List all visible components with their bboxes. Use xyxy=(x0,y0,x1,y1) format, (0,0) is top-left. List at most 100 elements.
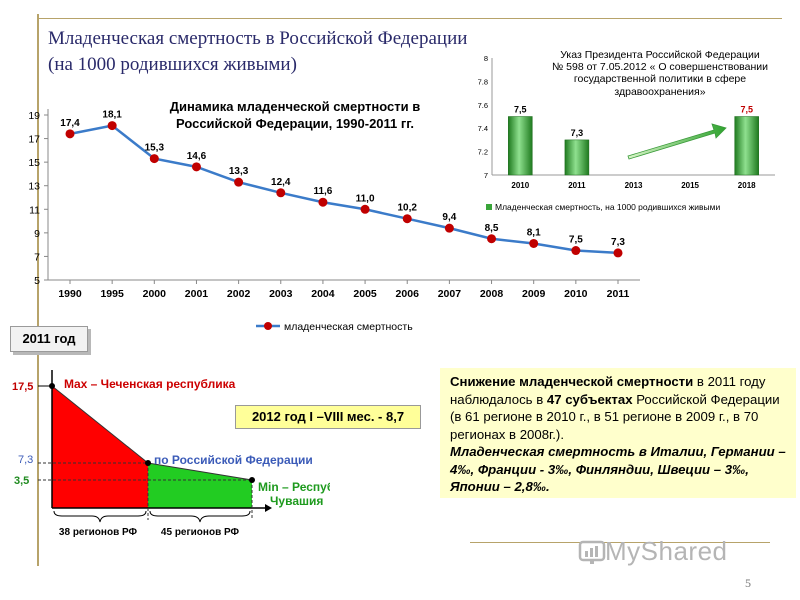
legend-marker-swatch xyxy=(264,322,272,330)
top-rule xyxy=(37,18,782,19)
trend-arrow-icon xyxy=(627,123,727,160)
summary-textbox: Снижение младенческой смертности в 2011 … xyxy=(440,368,796,498)
data-point xyxy=(444,223,454,233)
data-label: 11,0 xyxy=(356,193,375,204)
legend-label: младенческая смертность xyxy=(284,321,413,333)
data-label: 7,3 xyxy=(611,237,625,248)
data-label: 15,3 xyxy=(145,143,165,154)
x-tick-label: 2009 xyxy=(522,288,546,300)
regional-diagram: 17,5 7,3 3,5 Max – Чеченская республика … xyxy=(12,370,330,538)
year-2011-tag: 2011 год xyxy=(10,326,88,352)
line-chart-x-axis: 1990 1995 2000 2001 2002 2003 2004 2005 2006 2007… xyxy=(58,288,629,300)
data-point xyxy=(149,154,159,164)
data-point xyxy=(571,246,581,256)
region-red-area xyxy=(52,386,148,508)
bar-x-tick-label: 2011 xyxy=(568,181,586,190)
summary-paragraph-1: Снижение младенческой смертности в 2011 … xyxy=(450,373,786,443)
slide-title-line2: (на 1000 родившихся живыми) xyxy=(48,54,297,75)
summary-paragraph-2: Младенческая смертность в Италии, Герман… xyxy=(450,443,786,496)
line-chart-y-axis: 5 7 9 11 13 15 17 19 xyxy=(28,110,40,287)
bar-chart-title-line1: Указ Президента Российской Федерации xyxy=(560,49,760,61)
data-label: 10,2 xyxy=(397,203,417,214)
x-tick-label: 2011 xyxy=(607,288,630,300)
bar-value-label: 7,5 xyxy=(514,105,527,115)
data-label: 17,4 xyxy=(60,118,80,129)
x-tick-label: 2005 xyxy=(353,288,377,300)
data-point xyxy=(191,162,201,172)
series-line xyxy=(69,124,619,255)
x-tick-label: 2002 xyxy=(227,288,251,300)
bar-value-label: 7,3 xyxy=(571,128,584,138)
bottom-rule xyxy=(470,542,770,543)
min-label-line2: Чувашия xyxy=(270,494,323,508)
curve-segment-2 xyxy=(147,462,253,481)
line-chart-title-line1: Динамика младенческой смертности в xyxy=(170,99,420,114)
brace-left xyxy=(53,510,147,523)
bar xyxy=(734,116,759,176)
bar-label-bg xyxy=(505,103,536,115)
max-label: Max – Чеченская республика xyxy=(64,377,236,391)
data-point xyxy=(487,234,497,244)
summary-p1-bold: Снижение младенческой смертности xyxy=(450,374,694,389)
bar-y-tick-label: 7.2 xyxy=(478,148,488,157)
x-tick-label: 2003 xyxy=(269,288,293,300)
slide-title-line1: Младенческая смертность в Российской Фед… xyxy=(48,28,468,49)
data-label: 8,5 xyxy=(485,223,499,234)
data-label: 14,6 xyxy=(187,151,207,162)
data-label: 18,1 xyxy=(102,110,122,121)
bar-x-tick-label: 2018 xyxy=(738,181,756,190)
data-label: 13,3 xyxy=(229,166,249,177)
x-axis-arrow-icon xyxy=(265,504,272,512)
bar-x-tick-label: 2010 xyxy=(511,181,529,190)
y-tick-label: 11 xyxy=(29,204,40,216)
label-7-3: 7,3 xyxy=(18,454,33,466)
x-tick-label: 1990 xyxy=(58,288,82,300)
region-green-area xyxy=(148,463,252,508)
summary-p1-bold2: 47 субъектах xyxy=(546,391,633,407)
x-tick-label: 2010 xyxy=(564,288,588,300)
data-point xyxy=(276,188,286,198)
watermark-text: MyShared xyxy=(605,536,728,566)
slide-title: Младенческая смертность в Российской Фед… xyxy=(48,26,478,78)
line-chart-series xyxy=(65,121,623,258)
y-tick-label: 15 xyxy=(28,157,40,169)
bar-label-bg xyxy=(731,103,762,115)
summary-p1-b: Российской Федерации (в 61 регионе в 201… xyxy=(450,391,780,442)
line-chart-value-labels: 17,4 18,1 15,3 14,6 13,3 12,4 11,6 11,0 10,2 9,4 8… xyxy=(60,110,625,248)
data-label: 9,4 xyxy=(442,212,456,223)
bar-y-tick-label: 7.8 xyxy=(478,77,488,86)
group1-label: 38 регионов РФ xyxy=(59,527,138,538)
line-chart-title-line2: Российской Федерации, 1990-2011 гг. xyxy=(176,116,414,131)
bar-chart-x-axis: 2010 2011 2013 2015 2018 xyxy=(511,181,756,190)
y-tick-label: 17 xyxy=(28,134,40,146)
bar-chart: Указ Президента Российской Федерации № 5… xyxy=(470,44,785,219)
summary-p1-a: в 2011 году наблюдалось в xyxy=(450,374,766,407)
min-label-line1: Min – Республика xyxy=(258,480,330,494)
x-tick-label: 1995 xyxy=(100,288,124,300)
line-chart-gridlines xyxy=(44,109,640,284)
min-point xyxy=(249,477,255,483)
bar-y-tick-label: 7.4 xyxy=(478,124,488,133)
data-point xyxy=(529,238,539,248)
avg-point xyxy=(145,460,151,466)
x-tick-label: 2001 xyxy=(185,288,209,300)
data-point xyxy=(613,248,623,258)
x-tick-label: 2000 xyxy=(143,288,167,300)
line-chart-legend: младенческая смертность xyxy=(256,321,413,333)
data-label: 8,1 xyxy=(527,227,541,238)
summary-p2: Младенческая смертность в Италии, Герман… xyxy=(450,444,786,494)
y-tick-label: 9 xyxy=(34,228,40,240)
data-point xyxy=(107,121,117,131)
x-tick-label: 2008 xyxy=(480,288,504,300)
x-tick-label: 2007 xyxy=(438,288,462,300)
label-3-5: 3,5 xyxy=(14,475,29,487)
myshared-logo-icon xyxy=(578,540,606,564)
bar-legend-swatch xyxy=(486,204,492,210)
bar-value-label: 7,5 xyxy=(740,105,753,115)
bar-x-tick-label: 2015 xyxy=(681,181,699,190)
bar-chart-title-line3: государственной политики в сфере xyxy=(574,73,746,85)
data-point xyxy=(234,177,244,187)
left-rule xyxy=(37,14,39,566)
bar-label-bg xyxy=(561,126,592,138)
bar xyxy=(508,116,533,176)
